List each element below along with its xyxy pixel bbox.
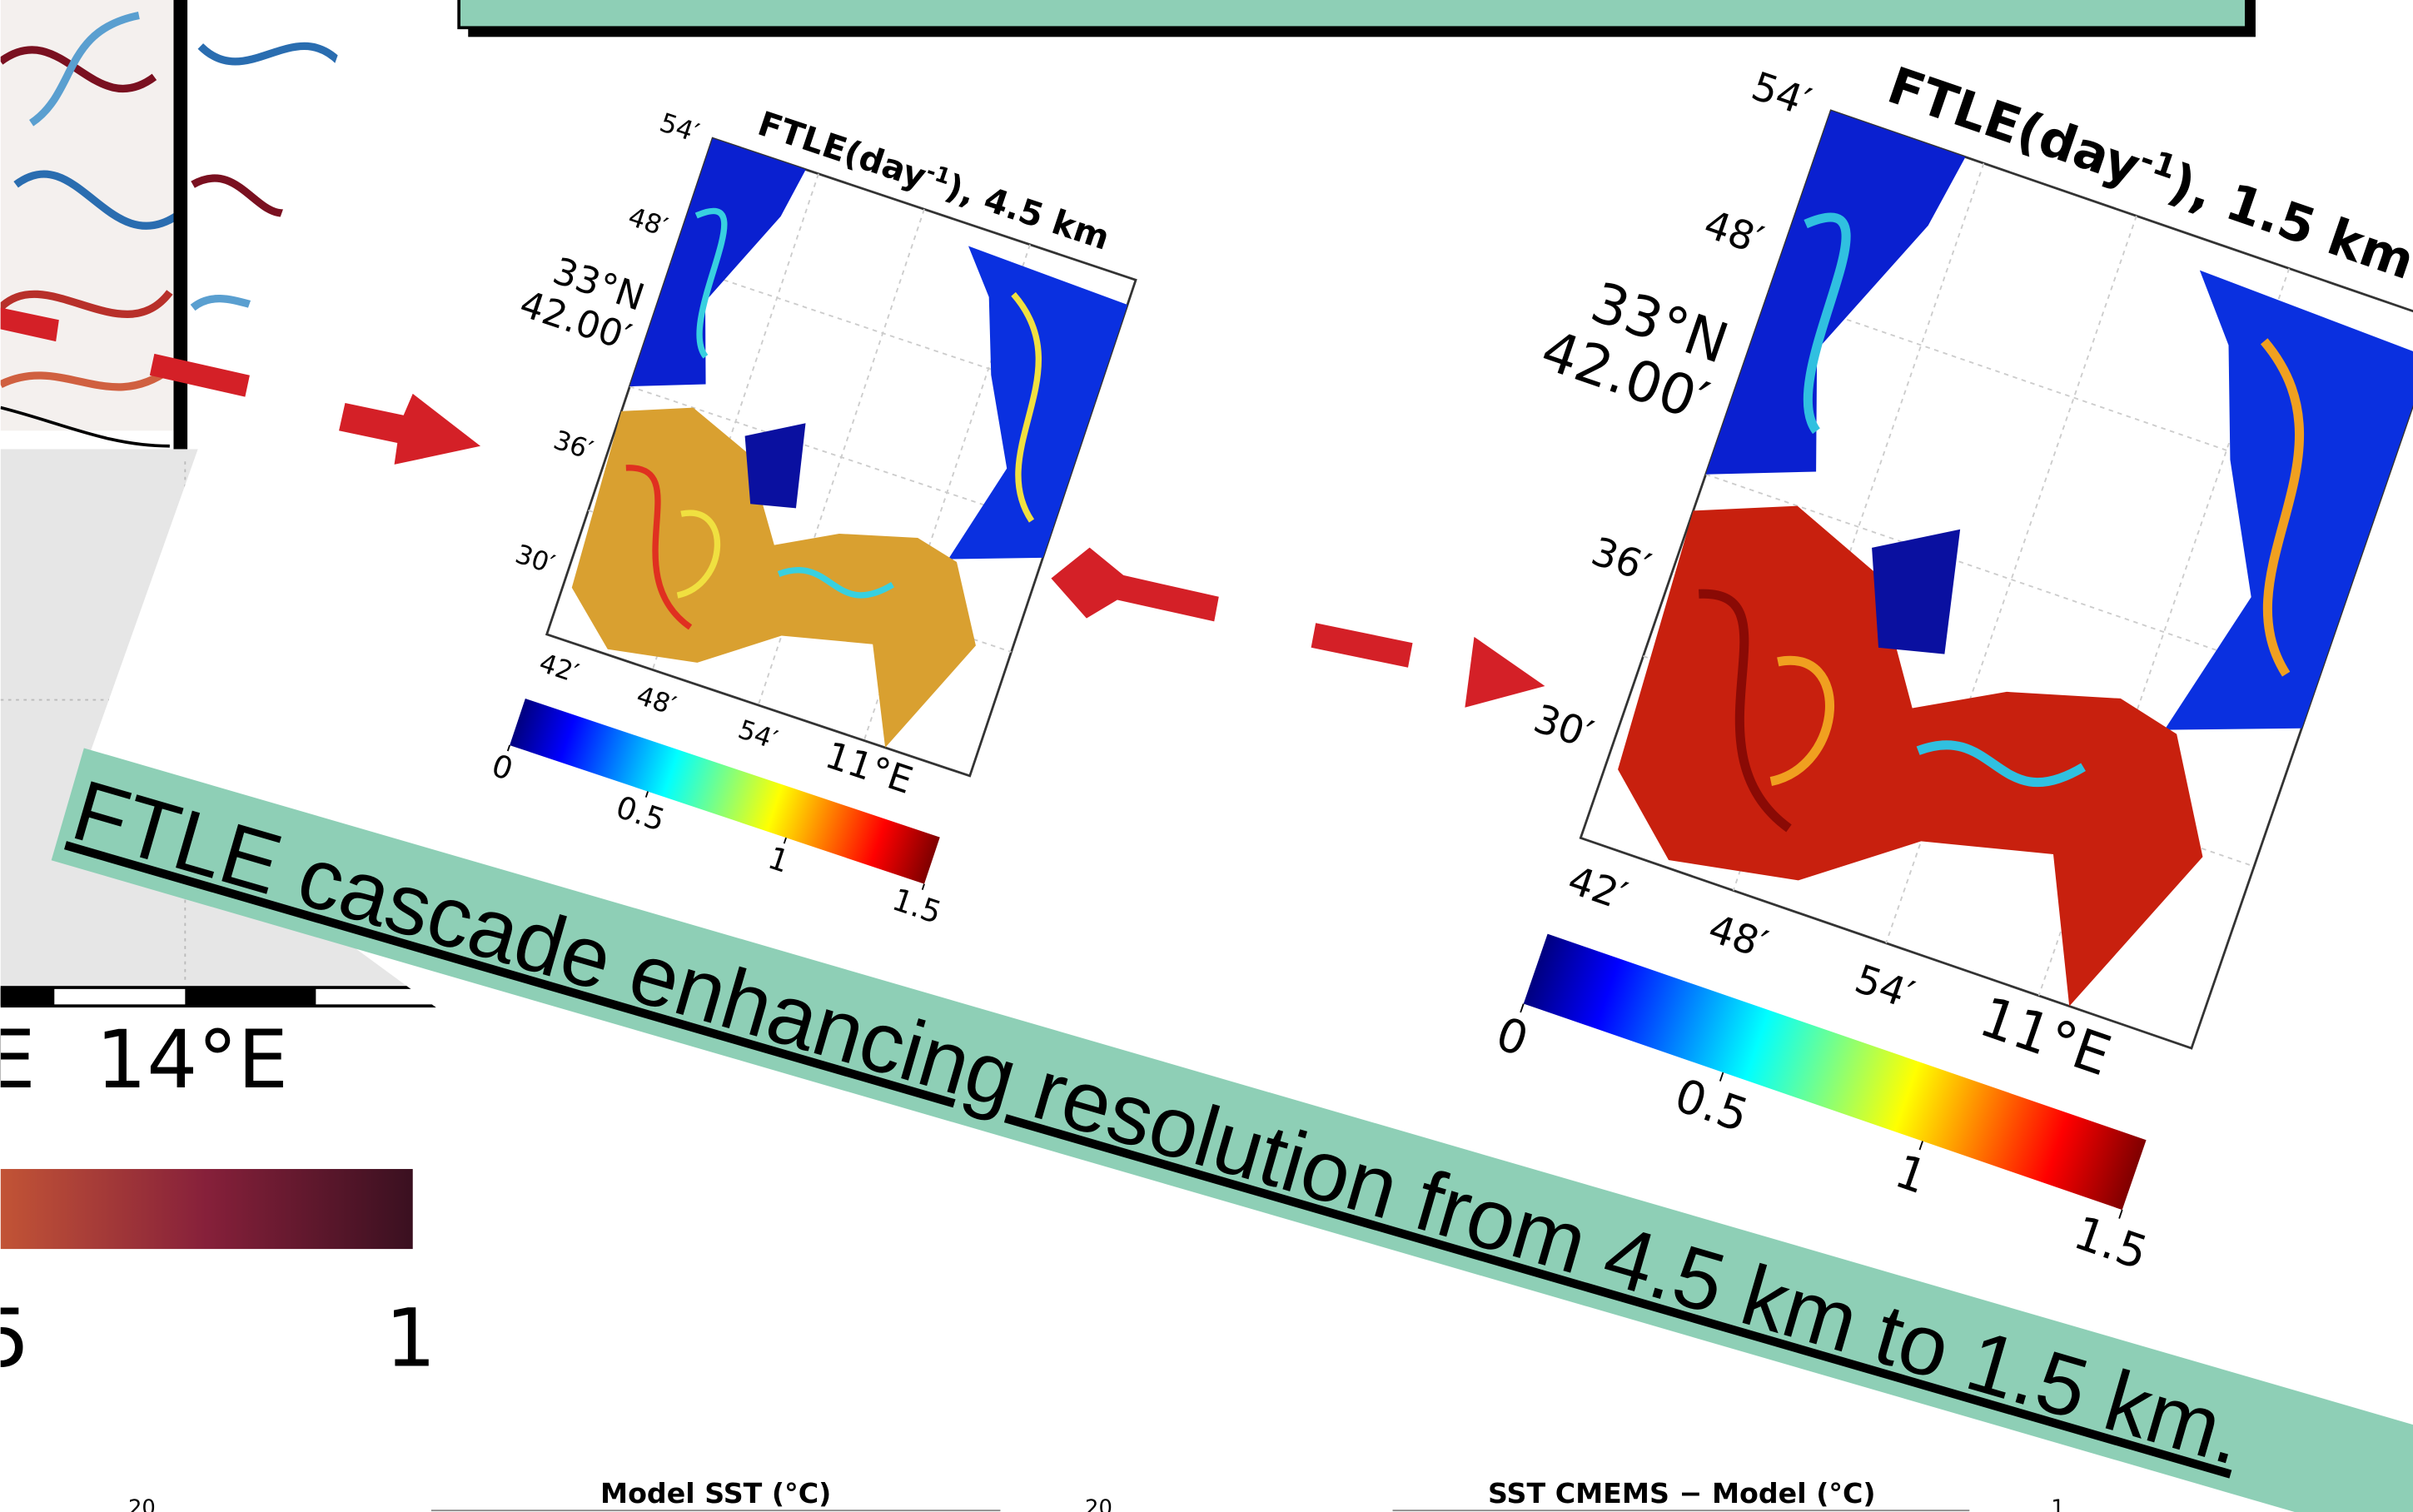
colorbar-tick (1720, 1072, 1724, 1081)
subplot-title: SST CMEMS − Model (°C) (1488, 1477, 1876, 1510)
colorbar (1, 1169, 413, 1249)
lat-label: 30′ (1528, 696, 1599, 758)
left-panel: E 14°E 5 1 (0, 0, 446, 1512)
colorbar-tick-label: 1.5 (2067, 1206, 2154, 1281)
lon-label: 48′ (633, 681, 679, 722)
colorbar-tick-label: 1 (1888, 1145, 1933, 1205)
colorbar-tick: 5 (0, 1291, 30, 1385)
ftle-panel: FTLE(day-1), 4.5 km54′48′33°N42.00′36′30… (374, 50, 1167, 931)
colorbar-tick (1520, 1004, 1524, 1012)
colorbar-tick (1919, 1141, 1923, 1150)
header-bar (459, 0, 2246, 27)
lon-label: 14°E (96, 1013, 288, 1107)
colorbar-tick-label: 0 (487, 748, 517, 788)
lat-label: 48′ (624, 202, 671, 243)
colorbar-tick-label: 0.5 (1668, 1069, 1754, 1143)
colorbar-tick-label: 1 (764, 840, 794, 880)
tick-label: 1 (2051, 1496, 2064, 1512)
lat-label: 48′ (1699, 201, 1769, 264)
lat-label: 30′ (511, 540, 558, 580)
lon-label: 54′ (1849, 956, 1920, 1018)
colorbar-tick: 1 (385, 1291, 435, 1385)
page: E 14°E 5 1 FTLE(day-1), 4.5 km54′48′33°N… (0, 0, 2413, 1512)
colorbar-tick-label: 0 (1490, 1007, 1535, 1067)
poster: E 14°E 5 1 FTLE(day-1), 4.5 km54′48′33°N… (0, 0, 2413, 1512)
colorbar-tick-label: 0.5 (611, 789, 669, 838)
colorbar-tick-label: 1.5 (888, 882, 945, 931)
ftle-panel: FTLE(day-1), 1.5 km54′48′33°N42.00′36′30… (1320, 0, 2413, 1281)
lon-label: E (0, 1013, 36, 1107)
lon-label: 42′ (535, 648, 582, 689)
tick-label: 20 (1085, 1496, 1112, 1512)
lon-label: 42′ (1562, 858, 1633, 920)
lat-label: 36′ (550, 425, 596, 466)
lat-label: 54′ (656, 107, 703, 148)
colorbar-tick (2119, 1210, 2122, 1218)
lat-label: 54′ (1746, 63, 1817, 126)
lon-label: 48′ (1703, 906, 1774, 968)
lon-label: 54′ (734, 714, 781, 755)
subplot-title: Model SST (°C) (600, 1477, 831, 1510)
lat-label: 36′ (1585, 529, 1656, 591)
tick-label: 20 (128, 1496, 156, 1512)
